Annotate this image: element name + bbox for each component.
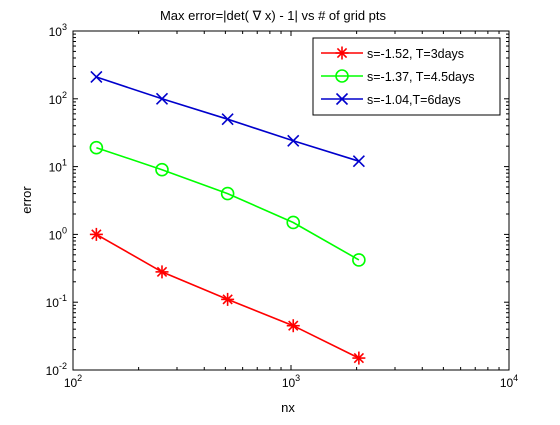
y-tick-label: 10-1 bbox=[46, 293, 67, 310]
legend: s=-1.52, T=3days s=-1.37, T=4.5days s=-1.0… bbox=[312, 37, 501, 116]
data-point-stroke bbox=[90, 70, 103, 84]
data-point-shape bbox=[155, 162, 169, 177]
legend-marker bbox=[335, 69, 349, 83]
legend-label: s=-1.52, T=3days bbox=[367, 47, 464, 61]
y-tick-label: 103 bbox=[49, 22, 67, 39]
series-1 bbox=[89, 227, 366, 365]
x-tick-label: 103 bbox=[282, 373, 300, 390]
data-point bbox=[220, 186, 235, 201]
legend-marker bbox=[335, 46, 349, 60]
data-point-stroke bbox=[91, 229, 102, 240]
y-axis-label: error bbox=[19, 186, 34, 214]
data-point-stroke bbox=[155, 92, 169, 105]
legend-label: s=-1.04,T=6days bbox=[367, 93, 461, 107]
legend-entry: s=-1.37, T=4.5days bbox=[321, 69, 474, 84]
y-tick-label: 10-2 bbox=[46, 361, 67, 378]
data-point bbox=[155, 92, 169, 105]
x-axis-label: nx bbox=[281, 400, 295, 415]
data-point bbox=[287, 134, 300, 147]
data-point bbox=[221, 113, 234, 126]
series-2 bbox=[89, 140, 366, 267]
x-tick-label: 104 bbox=[500, 373, 518, 390]
data-point bbox=[155, 162, 169, 177]
data-point-stroke bbox=[287, 134, 300, 147]
data-point-shape bbox=[89, 140, 104, 155]
data-point bbox=[352, 351, 366, 365]
legend-label: s=-1.37, T=4.5days bbox=[367, 70, 474, 84]
data-point bbox=[286, 215, 301, 230]
legend-marker-stroke bbox=[335, 92, 349, 106]
data-point-stroke bbox=[222, 294, 233, 305]
y-tick-label: 100 bbox=[49, 225, 67, 242]
legend-entry: s=-1.52, T=3days bbox=[321, 46, 464, 61]
data-point-stroke bbox=[156, 266, 168, 278]
legend-marker-stroke bbox=[336, 47, 348, 59]
data-point bbox=[89, 140, 104, 155]
chart-title: Max error=|det( ∇ x) - 1| vs # of grid p… bbox=[160, 8, 387, 23]
y-tick-label: 101 bbox=[49, 158, 67, 175]
data-point-stroke bbox=[353, 352, 365, 364]
legend-marker bbox=[335, 92, 349, 106]
data-point bbox=[352, 155, 365, 168]
legend-marker-shape bbox=[335, 69, 349, 83]
data-point bbox=[286, 319, 300, 333]
data-point bbox=[155, 265, 169, 279]
data-point bbox=[352, 253, 366, 267]
data-point-shape bbox=[286, 215, 301, 230]
data-point bbox=[89, 227, 103, 241]
x-tick-label: 102 bbox=[64, 373, 82, 390]
series-3 bbox=[90, 70, 365, 168]
data-point-stroke bbox=[221, 113, 234, 126]
plot-frame bbox=[72, 30, 510, 371]
data-point-shape bbox=[220, 186, 235, 201]
data-point bbox=[90, 70, 103, 84]
series-line bbox=[96, 146, 360, 261]
data-point-stroke bbox=[352, 155, 365, 168]
data-point-shape bbox=[352, 253, 366, 267]
legend-entry: s=-1.04,T=6days bbox=[321, 92, 461, 107]
y-tick-label: 102 bbox=[49, 90, 67, 107]
series-layer bbox=[89, 70, 366, 365]
data-point-stroke bbox=[288, 320, 299, 331]
data-point bbox=[221, 292, 235, 306]
